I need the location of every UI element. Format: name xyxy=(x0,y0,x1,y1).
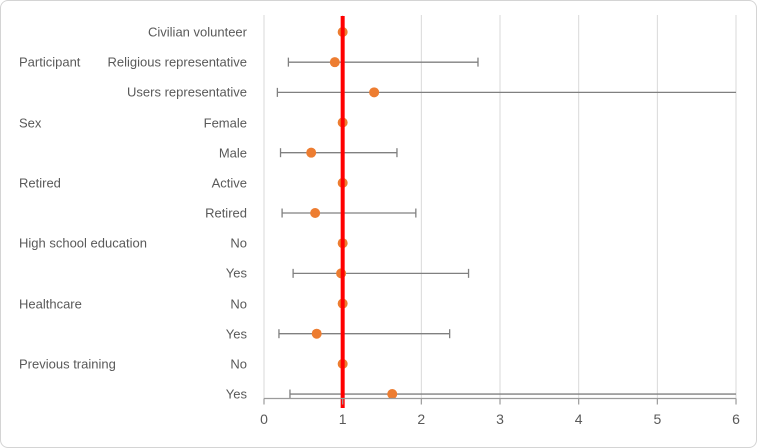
category-label: Civilian volunteer xyxy=(148,24,247,40)
category-label: No xyxy=(230,296,247,312)
category-label: Users representative xyxy=(127,84,247,100)
x-tick-label: 5 xyxy=(653,411,662,427)
x-tick-label: 2 xyxy=(417,411,426,427)
data-point xyxy=(310,208,321,219)
data-point xyxy=(369,87,380,98)
category-label: No xyxy=(230,356,247,372)
x-tick-label: 3 xyxy=(496,411,504,427)
category-label: Yes xyxy=(225,386,247,402)
category-label: Retired xyxy=(205,205,247,221)
x-tick-label: 6 xyxy=(732,411,740,427)
category-label: Religious representative xyxy=(107,54,247,70)
category-label: No xyxy=(230,235,247,251)
data-point xyxy=(387,389,398,400)
x-tick-label: 4 xyxy=(574,411,583,427)
category-label: Male xyxy=(218,145,247,161)
category-label: Female xyxy=(203,115,247,130)
data-point xyxy=(311,328,322,339)
category-label: Active xyxy=(211,175,247,191)
group-label: Sex xyxy=(19,115,42,130)
category-label: Yes xyxy=(225,326,247,342)
group-label: High school education xyxy=(19,235,147,251)
x-tick-label: 1 xyxy=(338,411,347,427)
group-label: Previous training xyxy=(19,356,116,372)
group-label: Healthcare xyxy=(19,296,82,312)
category-label: Yes xyxy=(225,265,247,281)
data-point xyxy=(329,57,340,68)
group-label: Retired xyxy=(19,175,61,191)
x-tick-label: 0 xyxy=(260,411,268,427)
group-label: Participant xyxy=(19,54,81,70)
data-point xyxy=(306,147,317,158)
